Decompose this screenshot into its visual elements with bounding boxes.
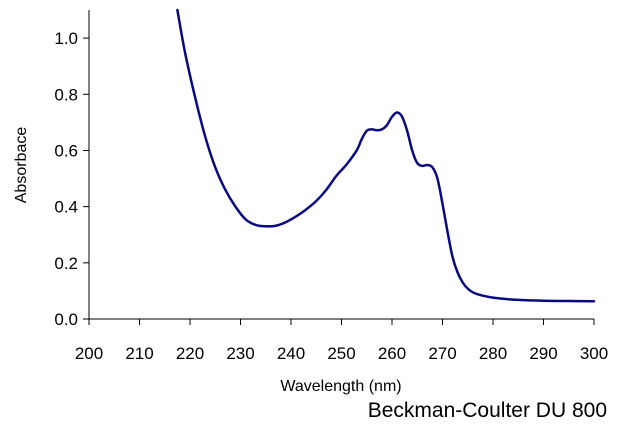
y-tick-label: 0.8	[54, 85, 78, 104]
x-tick-label: 300	[580, 344, 608, 363]
absorbance-series-line	[176, 8, 596, 303]
series-group	[176, 8, 596, 303]
x-axis-label: Wavelength (nm)	[280, 378, 401, 395]
x-tick-label: 210	[125, 344, 153, 363]
axes	[88, 10, 594, 320]
x-tick-label: 290	[529, 344, 557, 363]
x-tick-label: 280	[479, 344, 507, 363]
x-tick-label: 200	[75, 344, 103, 363]
x-tick-label: 250	[327, 344, 355, 363]
x-tick-label: 230	[226, 344, 254, 363]
x-tick-label: 220	[176, 344, 204, 363]
instrument-annotation: Beckman-Coulter DU 800	[368, 399, 607, 422]
y-tick-label: 0.2	[54, 254, 78, 273]
y-tick-label: 0.4	[54, 198, 78, 217]
x-tick-label: 260	[378, 344, 406, 363]
y-tick-label: 0.6	[54, 141, 78, 160]
x-tick-label: 240	[277, 344, 305, 363]
y-tick-label: 0.0	[54, 310, 78, 329]
ticks	[83, 37, 595, 325]
y-axis-label: Absorbace	[13, 127, 30, 204]
y-tick-label: 1.0	[54, 29, 78, 48]
x-tick-label: 270	[428, 344, 456, 363]
tick-labels: 200 210 220 230 240 250 260 270 280 290 300 0.0 0.2 0…	[54, 29, 608, 363]
